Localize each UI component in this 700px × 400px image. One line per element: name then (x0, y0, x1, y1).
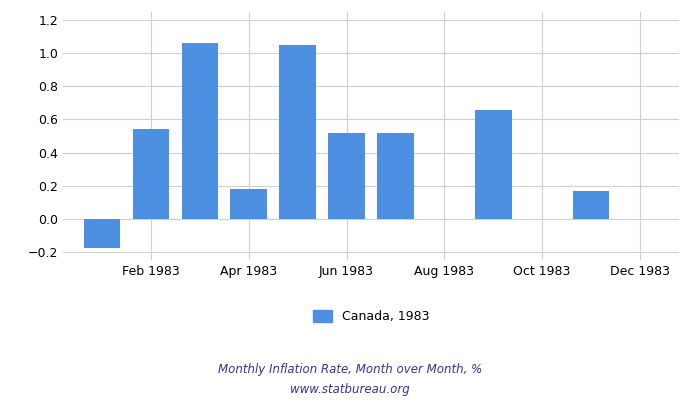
Bar (230, 189, 267, 219)
Bar (377, 133, 414, 219)
Bar (133, 129, 169, 219)
Bar (279, 45, 316, 219)
Text: www.statbureau.org: www.statbureau.org (290, 384, 410, 396)
Bar (328, 133, 365, 219)
Bar (573, 190, 609, 219)
Bar (475, 110, 512, 219)
Legend: Canada, 1983: Canada, 1983 (308, 304, 434, 328)
Bar (84, 219, 120, 248)
Text: Monthly Inflation Rate, Month over Month, %: Monthly Inflation Rate, Month over Month… (218, 364, 482, 376)
Bar (181, 44, 218, 219)
